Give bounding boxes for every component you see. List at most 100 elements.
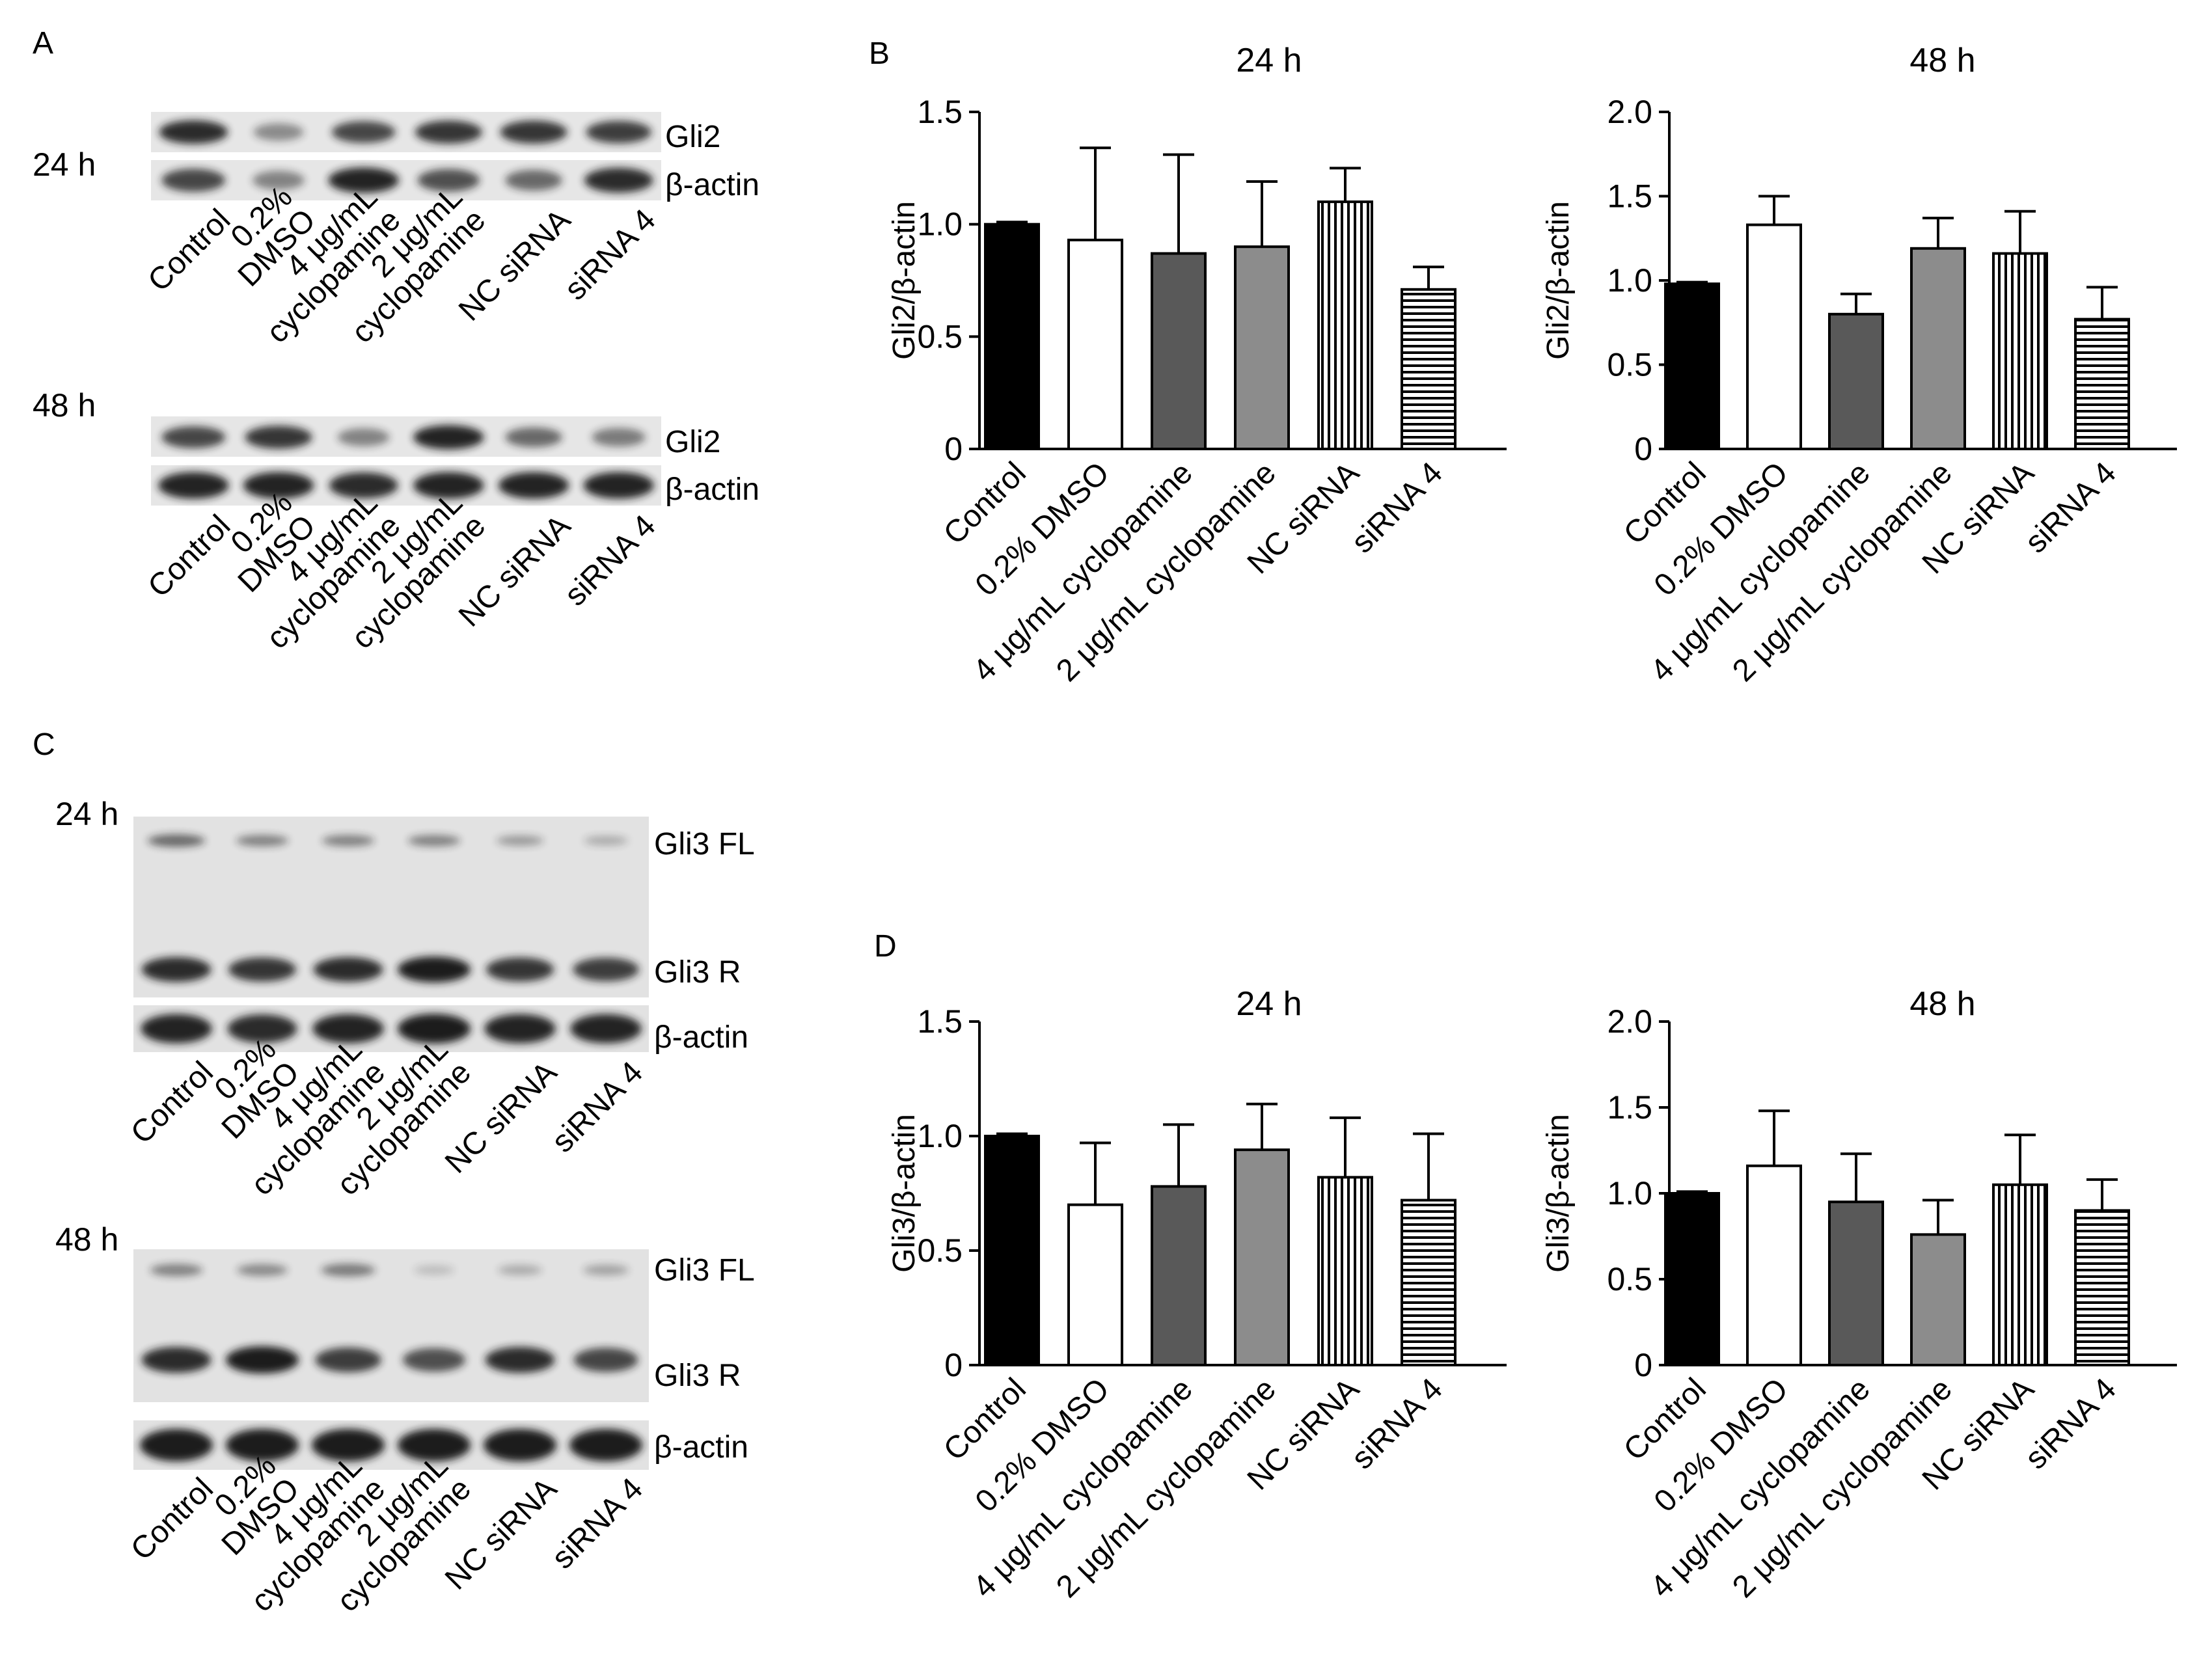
y-tick-label: 1.5: [917, 1003, 963, 1040]
blot-band: [161, 169, 226, 192]
blot-c-48h: 48 h Gli3 FL Gli3 R β-actin Control0.2%D…: [55, 1221, 755, 1619]
y-tick-label: 0: [1634, 1347, 1652, 1383]
panel-letter-b: B: [869, 36, 890, 71]
y-tick-label: 0: [944, 1347, 963, 1383]
band-label-gli3-r: Gli3 R: [654, 955, 741, 990]
band-row-gli3-r: [141, 1346, 638, 1374]
chart-d-48h: 48 hGli3/β-actin00.51.01.52.0Control0.2%…: [1541, 985, 2177, 1605]
blot-band: [417, 169, 480, 192]
bar: [1664, 282, 1720, 450]
blot-band: [225, 1346, 299, 1374]
y-tick-label: 0.5: [917, 1232, 963, 1269]
blot-strip-gli2: [151, 416, 661, 457]
bar: [1992, 252, 2048, 450]
blot-time-label: 48 h: [33, 387, 96, 424]
blot-strip-gli3: [133, 1249, 649, 1402]
band-row-gli2: [159, 120, 651, 144]
band-row-gli2: [161, 425, 646, 450]
lane-label-line: siRNA 4: [558, 509, 663, 613]
blot-band: [321, 1264, 376, 1277]
bar: [1234, 245, 1290, 450]
lane-label: siRNA 4: [558, 509, 663, 613]
blot-band: [228, 957, 297, 982]
y-tick-label: 1.0: [917, 1118, 963, 1154]
y-tick-label: 1.0: [917, 206, 963, 243]
panel-letter-a: A: [33, 26, 53, 61]
blot-time-label: 48 h: [55, 1221, 118, 1258]
y-tick-label: 0.5: [1607, 347, 1652, 383]
band-row-actin: [139, 1429, 643, 1461]
blot-band: [397, 956, 471, 982]
band-row-actin: [161, 167, 653, 193]
y-tick-label: 1.5: [1607, 1089, 1652, 1126]
y-tick-label: 1.5: [1607, 178, 1652, 215]
bar: [1317, 200, 1373, 450]
blot-band: [311, 1429, 385, 1461]
blot-band: [237, 1264, 288, 1277]
blot-strip-gli2: [151, 112, 661, 152]
y-axis-label: Gli2/β-actin: [1541, 201, 1576, 360]
blot-band: [573, 1348, 638, 1372]
blot-band: [415, 120, 482, 144]
x-tick-label: siRNA 4: [2019, 455, 2123, 560]
blot-strip-actin: [151, 465, 661, 506]
blot-band: [413, 1265, 455, 1275]
band-label-gli3-fl: Gli3 FL: [654, 1253, 755, 1288]
blot-band: [313, 956, 383, 982]
blot-band: [253, 123, 304, 141]
y-tick-label: 2.0: [1607, 94, 1652, 130]
y-tick-label: 1.0: [1607, 262, 1652, 299]
lane-label-line: Control: [141, 509, 237, 604]
blot-band: [227, 1014, 297, 1043]
bar: [2074, 1209, 2130, 1367]
bar: [2074, 318, 2130, 450]
blot-band: [225, 1429, 299, 1461]
blot-band: [328, 167, 399, 193]
blot-band: [569, 1429, 643, 1461]
y-tick-label: 0: [944, 431, 963, 467]
blot-band: [407, 835, 461, 847]
blot-time-label: 24 h: [33, 146, 96, 183]
y-tick-label: 2.0: [1607, 1003, 1652, 1040]
blot-band: [397, 1429, 471, 1461]
bar: [1067, 1203, 1123, 1366]
y-tick-label: 1.5: [917, 94, 963, 130]
band-row-actin: [141, 1014, 642, 1044]
blot-band: [141, 1346, 212, 1374]
band-row-actin: [158, 472, 654, 499]
lane-label-line: Control: [141, 203, 237, 299]
blot-band: [584, 167, 653, 193]
bar: [1910, 247, 1966, 450]
bar: [984, 1135, 1040, 1366]
y-axis-label: Gli3/β-actin: [1541, 1114, 1576, 1273]
blot-band: [573, 957, 639, 982]
bar: [1746, 223, 1802, 450]
bar: [1828, 312, 1884, 450]
blot-band: [236, 835, 289, 847]
chart-title: 24 h: [1236, 985, 1302, 1023]
chart-b-48h: 48 hGli2/β-actin00.51.01.52.0Control0.2%…: [1541, 42, 2177, 688]
blot-band: [139, 1429, 213, 1461]
y-tick-label: 0: [1634, 431, 1652, 467]
band-label-actin: β-actin: [665, 472, 759, 507]
band-label-actin: β-actin: [654, 1020, 748, 1055]
band-label-actin: β-actin: [665, 168, 759, 202]
bar: [1151, 1185, 1207, 1366]
lane-label-line: siRNA 4: [545, 1055, 650, 1159]
bar: [1067, 238, 1123, 450]
band-row-gli3-fl: [150, 1264, 629, 1277]
blot-band: [583, 1264, 629, 1276]
y-tick-label: 0.5: [1607, 1261, 1652, 1297]
blot-band: [312, 1014, 384, 1044]
bar: [1992, 1183, 2048, 1367]
y-tick-label: 1.0: [1607, 1175, 1652, 1212]
blot-band: [485, 1346, 555, 1374]
bar: [1317, 1176, 1373, 1366]
blot-band: [496, 835, 544, 846]
lane-label-line: Control: [124, 1055, 220, 1151]
bar: [1664, 1192, 1720, 1366]
blot-band: [337, 428, 390, 446]
blot-band: [498, 1264, 542, 1276]
